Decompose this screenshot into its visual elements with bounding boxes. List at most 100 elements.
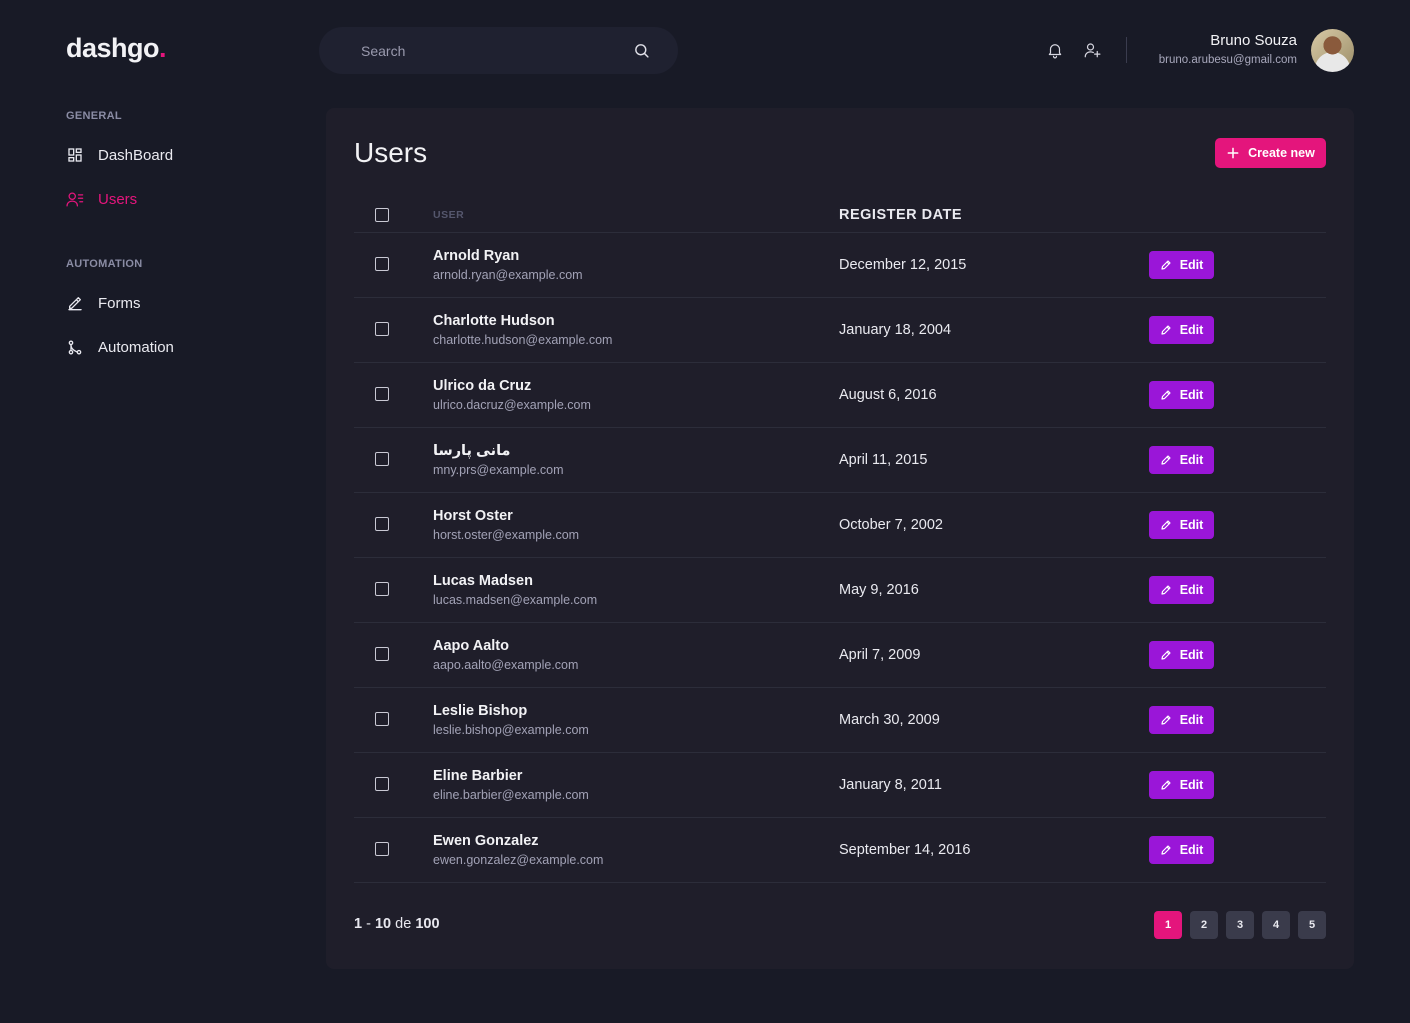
header-divider	[1126, 37, 1127, 63]
select-all-checkbox[interactable]	[375, 207, 389, 222]
page-button-4[interactable]: 4	[1262, 911, 1290, 939]
pencil-icon	[1161, 389, 1171, 400]
table-row: Aapo Aalto aapo.aalto@example.com April …	[354, 622, 1326, 688]
users-card: Users Create new USER REGISTER DATE Arno…	[326, 108, 1354, 969]
user-email: arnold.ryan@example.com	[433, 267, 583, 282]
create-new-button[interactable]: Create new	[1215, 138, 1326, 168]
sidebar-section-general: GENERAL DashBoard Users	[66, 110, 296, 210]
user-name: Aapo Aalto	[433, 637, 509, 654]
page-button-3[interactable]: 3	[1226, 911, 1254, 939]
user-email: aapo.aalto@example.com	[433, 657, 579, 672]
row-checkbox[interactable]	[375, 452, 389, 467]
row-select-cell	[354, 687, 433, 753]
user-add-icon[interactable]	[1082, 40, 1102, 60]
pencil-icon	[1161, 649, 1171, 660]
user-name: Leslie Bishop	[433, 702, 528, 719]
create-new-label: Create new	[1248, 146, 1315, 160]
row-checkbox[interactable]	[375, 387, 389, 402]
row-select-cell	[354, 232, 433, 298]
row-checkbox[interactable]	[375, 712, 389, 727]
user-cell: Leslie Bishop leslie.bishop@example.com	[433, 687, 839, 753]
edit-button[interactable]: Edit	[1149, 575, 1214, 604]
table-row: مانی پارسا mny.prs@example.com April 11,…	[354, 427, 1326, 493]
user-name: Horst Oster	[433, 507, 513, 524]
edit-label: Edit	[1179, 517, 1204, 532]
page-button-2[interactable]: 2	[1190, 911, 1218, 939]
table-row: Arnold Ryan arnold.ryan@example.com Dece…	[354, 232, 1326, 298]
user-name: Eline Barbier	[433, 767, 523, 784]
actions-cell: Edit	[1149, 817, 1326, 883]
sidebar-item-dashboard[interactable]: DashBoard	[66, 144, 296, 166]
row-select-cell	[354, 427, 433, 493]
user-cell: مانی پارسا mny.prs@example.com	[433, 427, 839, 493]
avatar[interactable]	[1311, 29, 1354, 72]
bell-icon[interactable]	[1045, 40, 1065, 60]
row-checkbox[interactable]	[375, 517, 389, 532]
edit-button[interactable]: Edit	[1149, 380, 1214, 409]
user-cell: Charlotte Hudson charlotte.hudson@exampl…	[433, 297, 839, 363]
sidebar-item-label: DashBoard	[98, 146, 174, 164]
page-title: Users	[354, 137, 428, 168]
table-row: Ewen Gonzalez ewen.gonzalez@example.com …	[354, 817, 1326, 883]
table-header-row: USER REGISTER DATE	[354, 198, 1326, 233]
search-icon[interactable]	[632, 42, 650, 60]
logo-text: dashgo	[66, 33, 160, 63]
edit-button[interactable]: Edit	[1149, 510, 1214, 539]
page-button-5[interactable]: 5	[1298, 911, 1326, 939]
register-date: January 8, 2011	[839, 752, 1149, 818]
git-merge-icon	[66, 338, 84, 356]
user-email: eline.barbier@example.com	[433, 787, 589, 802]
row-checkbox[interactable]	[375, 257, 389, 272]
logo-dot: .	[159, 33, 167, 63]
row-select-cell	[354, 492, 433, 558]
sidebar-item-automation[interactable]: Automation	[66, 336, 296, 358]
edit-label: Edit	[1179, 842, 1204, 857]
edit-button[interactable]: Edit	[1149, 705, 1214, 734]
pencil-icon	[1161, 779, 1171, 790]
sidebar-item-label: Forms	[98, 294, 141, 312]
edit-label: Edit	[1179, 582, 1204, 597]
user-name: Ewen Gonzalez	[433, 832, 539, 849]
logo: dashgo.	[66, 33, 167, 64]
edit-button[interactable]: Edit	[1149, 835, 1214, 864]
actions-cell: Edit	[1149, 362, 1326, 428]
edit-button[interactable]: Edit	[1149, 770, 1214, 799]
actions-cell: Edit	[1149, 752, 1326, 818]
profile-info: Bruno Souza bruno.arubesu@gmail.com	[1159, 32, 1297, 66]
search-bar	[319, 27, 678, 74]
edit-button[interactable]: Edit	[1149, 315, 1214, 344]
row-checkbox[interactable]	[375, 777, 389, 792]
edit-button[interactable]: Edit	[1149, 250, 1214, 279]
edit-label: Edit	[1179, 257, 1204, 272]
actions-cell: Edit	[1149, 687, 1326, 753]
edit-label: Edit	[1179, 777, 1204, 792]
table-row: Ulrico da Cruz ulrico.dacruz@example.com…	[354, 362, 1326, 428]
register-date: March 30, 2009	[839, 687, 1149, 753]
column-header-actions	[1149, 198, 1326, 233]
edit-button[interactable]: Edit	[1149, 445, 1214, 474]
row-checkbox[interactable]	[375, 647, 389, 662]
register-date: May 9, 2016	[839, 557, 1149, 623]
user-email: ulrico.dacruz@example.com	[433, 397, 591, 412]
sidebar-item-forms[interactable]: Forms	[66, 292, 296, 314]
users-table: USER REGISTER DATE Arnold Ryan arnold.ry…	[354, 198, 1326, 883]
row-checkbox[interactable]	[375, 322, 389, 337]
edit-button[interactable]: Edit	[1149, 640, 1214, 669]
register-date: April 7, 2009	[839, 622, 1149, 688]
page-button-1[interactable]: 1	[1154, 911, 1182, 939]
table-row: Charlotte Hudson charlotte.hudson@exampl…	[354, 297, 1326, 363]
profile-email: bruno.arubesu@gmail.com	[1158, 54, 1297, 66]
register-date: January 18, 2004	[839, 297, 1149, 363]
sidebar-item-users[interactable]: Users	[66, 188, 296, 210]
user-name: Arnold Ryan	[433, 247, 520, 264]
search-input[interactable]	[361, 42, 632, 59]
actions-cell: Edit	[1149, 297, 1326, 363]
user-cell: Ulrico da Cruz ulrico.dacruz@example.com	[433, 362, 839, 428]
column-header-register-date: REGISTER DATE	[839, 198, 1149, 233]
sidebar-section-automation: AUTOMATION Forms Automation	[66, 258, 296, 358]
pencil-icon	[1161, 519, 1171, 530]
edit-label: Edit	[1179, 322, 1204, 337]
table-row: Horst Oster horst.oster@example.com Octo…	[354, 492, 1326, 558]
row-checkbox[interactable]	[375, 842, 389, 857]
row-checkbox[interactable]	[375, 582, 389, 597]
